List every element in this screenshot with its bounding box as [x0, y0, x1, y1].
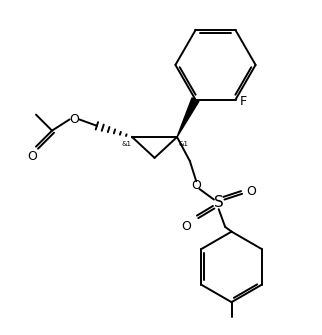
Text: O: O [191, 179, 201, 192]
Text: O: O [70, 113, 79, 126]
Polygon shape [177, 98, 199, 137]
Text: &1: &1 [178, 141, 188, 147]
Text: O: O [27, 150, 37, 163]
Text: S: S [214, 195, 223, 210]
Text: O: O [246, 185, 256, 198]
Text: F: F [239, 95, 247, 108]
Text: &1: &1 [121, 141, 131, 147]
Text: O: O [182, 220, 192, 233]
